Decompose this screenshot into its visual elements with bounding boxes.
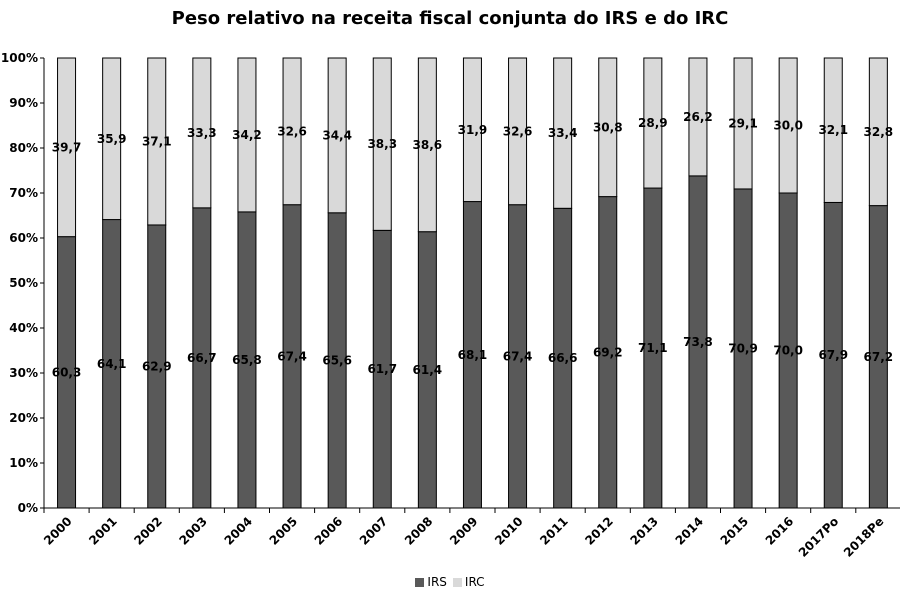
- data-label-irs: 65,6: [322, 353, 352, 367]
- x-tick-label: 2003: [176, 514, 210, 548]
- bar-segment-irc: [598, 57, 618, 198]
- bar-segment-irc: [868, 57, 888, 207]
- data-label-irs: 62,9: [142, 359, 172, 373]
- legend-swatch: [415, 578, 425, 587]
- data-label-irc: 37,1: [142, 134, 172, 148]
- x-tick-label: 2013: [627, 514, 661, 548]
- bar-segment-irc: [508, 57, 528, 206]
- x-tick-label: 2000: [41, 514, 75, 548]
- legend-swatch: [452, 578, 462, 587]
- data-label-irc: 32,1: [818, 123, 848, 137]
- data-label-irc: 38,6: [413, 138, 443, 152]
- y-tick-label: 80%: [9, 141, 38, 155]
- y-tick-label: 30%: [9, 366, 38, 380]
- bar-segment-irc: [372, 57, 392, 231]
- legend-label: IRC: [464, 575, 485, 589]
- data-label-irc: 35,9: [97, 132, 127, 146]
- bar-segment-irc: [102, 57, 122, 221]
- bar-segment-irc: [147, 57, 167, 226]
- y-tick-label: 100%: [1, 51, 38, 65]
- legend-label: IRS: [427, 575, 447, 589]
- x-tick-label: 2006: [312, 514, 346, 548]
- x-tick-label: 2010: [492, 514, 526, 548]
- data-label-irc: 30,0: [773, 119, 803, 133]
- data-label-irs: 60,3: [52, 365, 82, 379]
- data-label-irs: 66,7: [187, 351, 217, 365]
- data-label-irs: 69,2: [593, 345, 623, 359]
- data-label-irs: 71,1: [638, 341, 668, 355]
- x-tick-label: 2004: [222, 514, 256, 548]
- data-label-irs: 61,4: [413, 363, 443, 377]
- bar-segment-irc: [237, 57, 257, 213]
- x-tick-label: 2015: [718, 514, 752, 548]
- bar-segment-irc: [643, 57, 663, 189]
- bar-segment-irc: [733, 57, 753, 190]
- bar-segment-irc: [823, 57, 843, 203]
- chart-data-labels: 60,3 39,7 64,1 35,9 62,9 37,1 66,7 33,3 65,8 34,2…: [52, 110, 893, 379]
- data-label-irs: 65,8: [232, 353, 262, 367]
- data-label-irc: 34,2: [232, 128, 262, 142]
- data-label-irc: 30,8: [593, 120, 623, 134]
- data-label-irs: 68,1: [458, 348, 488, 362]
- data-label-irc: 32,8: [864, 125, 894, 139]
- data-label-irs: 66,6: [548, 351, 578, 365]
- data-label-irs: 64,1: [97, 357, 127, 371]
- bar-segment-irc: [282, 57, 302, 206]
- data-label-irc: 38,3: [367, 137, 397, 151]
- bar-segment-irc: [778, 57, 798, 194]
- data-label-irs: 70,9: [728, 341, 758, 355]
- data-label-irc: 26,2: [683, 110, 713, 124]
- bar-segment-irc: [553, 57, 573, 209]
- y-tick-label: 90%: [9, 96, 38, 110]
- data-label-irc: 34,4: [322, 128, 352, 142]
- x-tick-label: 2016: [763, 514, 797, 548]
- x-tick-label: 2011: [537, 514, 571, 548]
- chart-axes: 0% 10% 20% 30% 40% 50% 60% 70% 80% 90% 100% 2000 200…: [1, 51, 900, 560]
- chart-legend: IRS IRC: [0, 575, 900, 589]
- bar-segment-irc: [327, 57, 347, 214]
- x-tick-label: 2014: [673, 514, 707, 548]
- data-label-irc: 33,3: [187, 126, 217, 140]
- x-tick-label: 2017Po: [796, 514, 842, 560]
- x-tick-label: 2001: [86, 514, 120, 548]
- data-label-irc: 32,6: [503, 124, 533, 138]
- chart-title: Peso relativo na receita fiscal conjunta…: [171, 8, 729, 29]
- data-label-irs: 67,2: [864, 350, 894, 364]
- y-tick-label: 20%: [9, 411, 38, 425]
- data-label-irc: 33,4: [548, 126, 578, 140]
- y-tick-label: 10%: [9, 456, 38, 470]
- bar-segment-irc: [417, 57, 437, 233]
- data-label-irs: 73,8: [683, 335, 713, 349]
- data-label-irs: 67,4: [503, 349, 533, 363]
- chart-bars: [57, 57, 888, 509]
- x-tick-label: 2007: [357, 514, 391, 548]
- x-tick-label: 2009: [447, 514, 481, 548]
- y-tick-label: 50%: [9, 276, 38, 290]
- y-tick-label: 60%: [9, 231, 38, 245]
- legend-item-irc: IRC: [452, 575, 485, 589]
- data-label-irc: 32,6: [277, 124, 307, 138]
- data-label-irs: 70,0: [773, 344, 803, 358]
- data-label-irc: 31,9: [458, 123, 488, 137]
- data-label-irs: 67,9: [818, 348, 848, 362]
- y-tick-label: 40%: [9, 321, 38, 335]
- data-label-irs: 61,7: [367, 362, 397, 376]
- bar-segment-irc: [57, 57, 77, 238]
- data-label-irs: 67,4: [277, 349, 307, 363]
- x-tick-label: 2008: [402, 514, 436, 548]
- x-tick-label: 2002: [131, 514, 165, 548]
- bar-segment-irc: [462, 57, 482, 203]
- x-tick-label: 2012: [582, 514, 616, 548]
- x-tick-label: 2018Pe: [841, 514, 886, 559]
- data-label-irc: 28,9: [638, 116, 668, 130]
- data-label-irc: 39,7: [52, 140, 82, 154]
- x-tick-label: 2005: [267, 514, 301, 548]
- bar-segment-irc: [192, 57, 212, 209]
- y-tick-label: 70%: [9, 186, 38, 200]
- bar-segment-irc: [688, 57, 708, 177]
- y-tick-label: 0%: [18, 501, 38, 515]
- legend-item-irs: IRS: [415, 575, 447, 589]
- data-label-irc: 29,1: [728, 116, 758, 130]
